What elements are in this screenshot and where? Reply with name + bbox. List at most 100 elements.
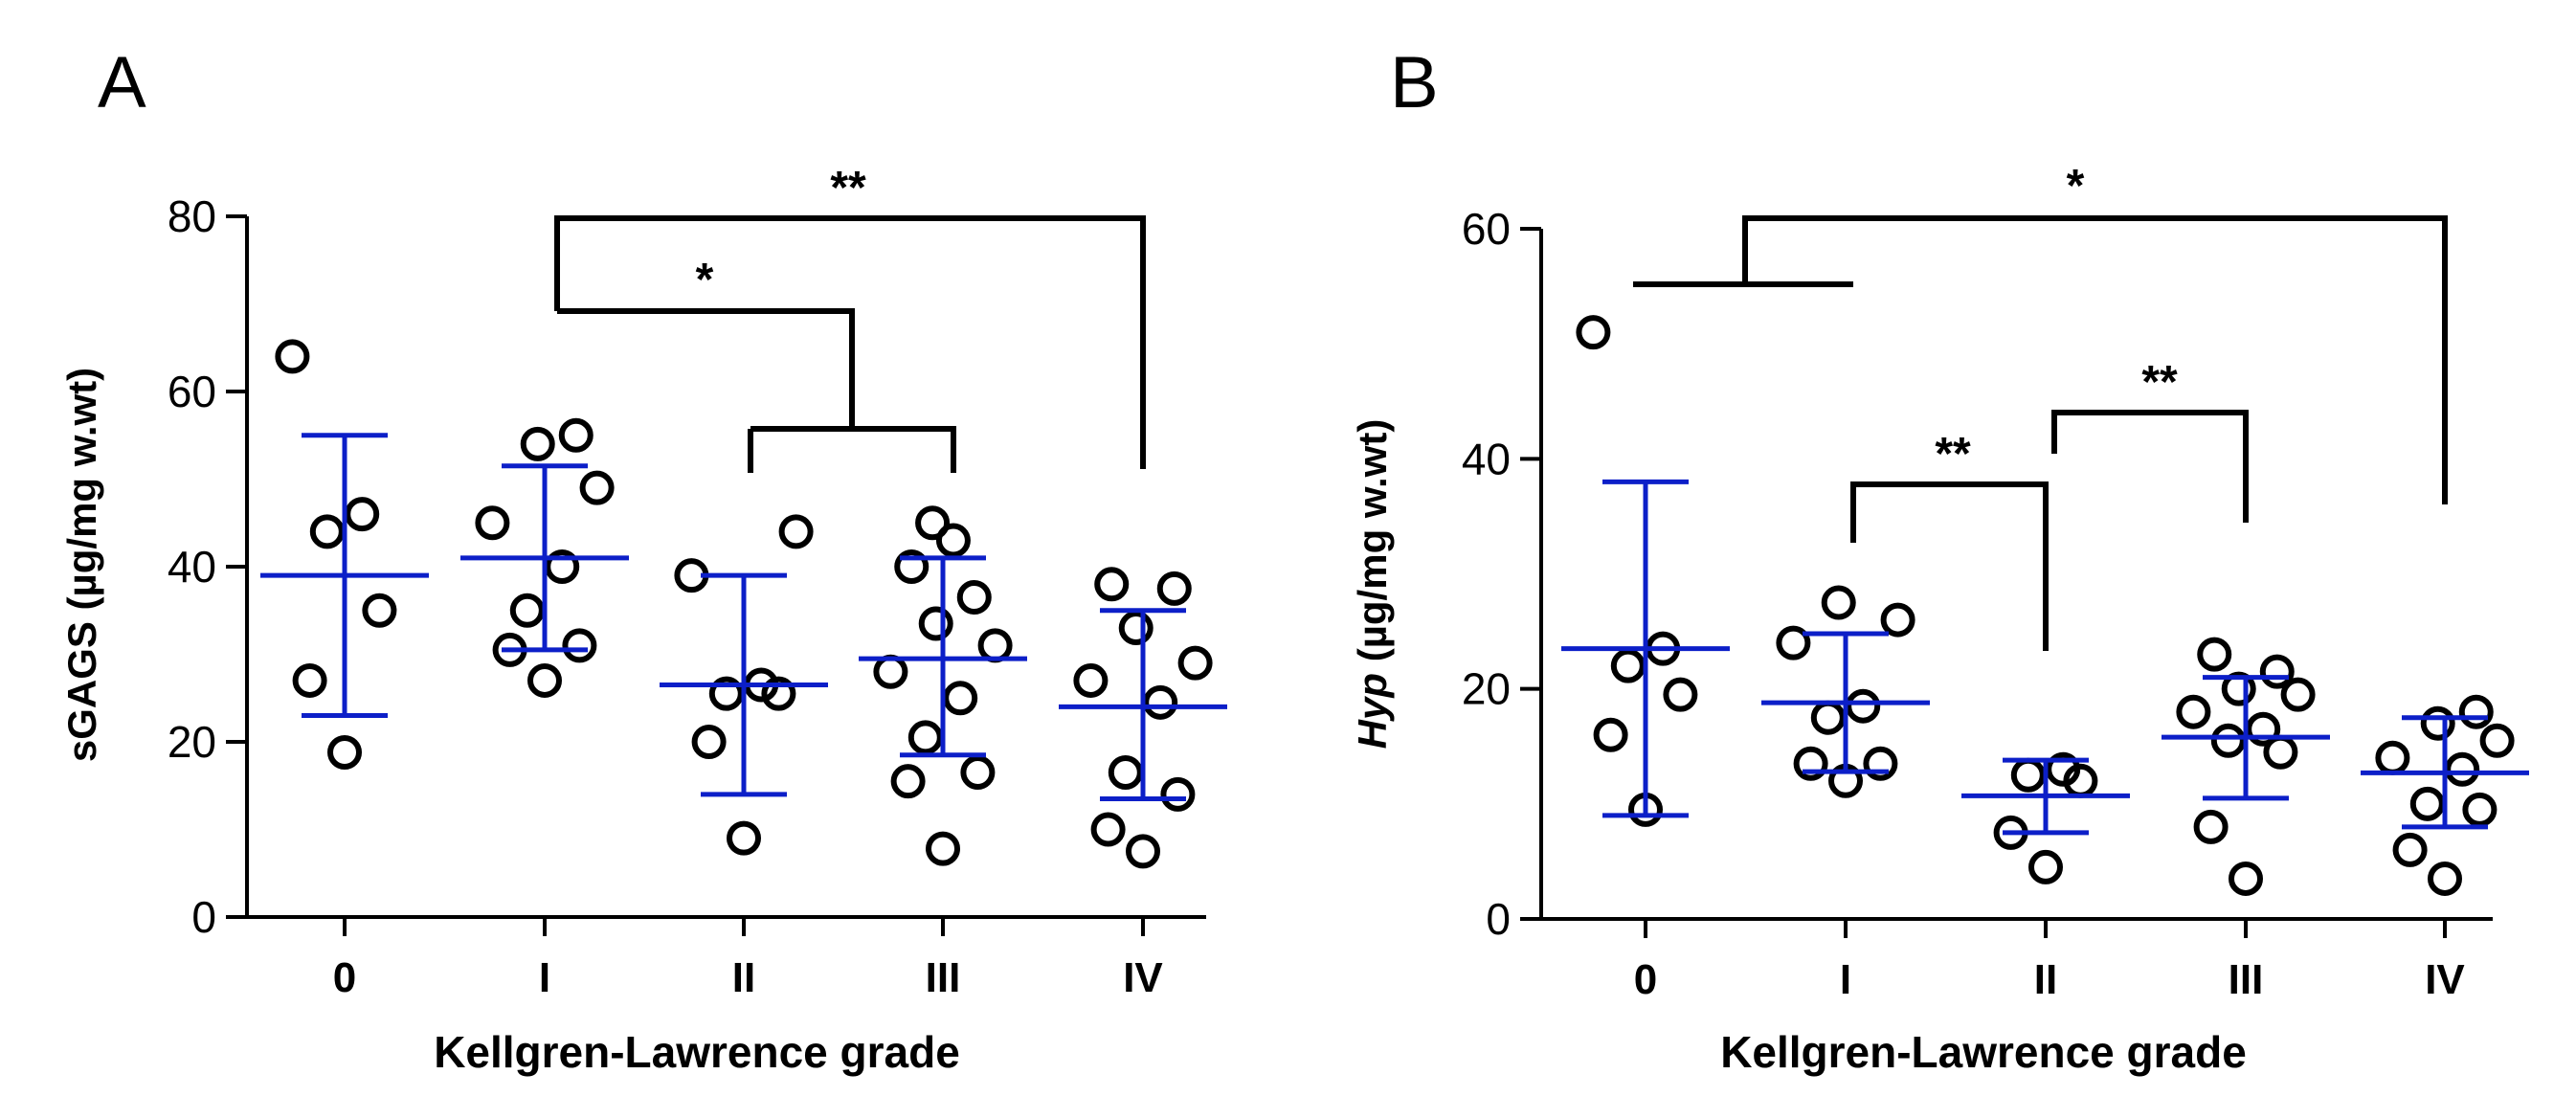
data-point	[527, 662, 562, 698]
y-tick-label: 80	[168, 191, 216, 241]
data-point	[579, 470, 615, 505]
data-point	[977, 628, 1013, 663]
data-point	[2445, 751, 2480, 787]
data-point	[1663, 677, 1698, 712]
data-point	[2210, 723, 2246, 758]
data-point	[1160, 776, 1196, 812]
data-point	[915, 505, 951, 541]
y-axis-label-a-part-0: sGAGS	[59, 621, 104, 762]
data-point	[1118, 611, 1154, 646]
bracket-label-2: *	[696, 255, 714, 305]
y-axis-label-b: Hyp (µg/mg w.wt)	[1350, 419, 1395, 750]
data-point	[2193, 809, 2229, 844]
data-point	[894, 549, 930, 584]
data-point	[327, 734, 362, 770]
data-point	[1177, 645, 1213, 681]
data-point	[362, 593, 397, 628]
data-point	[956, 580, 992, 615]
y-tick-label: 60	[1462, 204, 1511, 254]
bracket-label-1: **	[830, 163, 866, 213]
data-point	[2409, 786, 2445, 821]
x-tick-label: I	[1840, 956, 1851, 1003]
y-tick-label: 0	[191, 892, 216, 942]
panel-letter-a: A	[98, 42, 146, 123]
data-point	[1593, 717, 1628, 752]
y-axis-label-a-part-1: (µg/mg w.wt)	[59, 368, 104, 621]
data-point	[943, 681, 978, 716]
data-point	[275, 339, 310, 374]
x-axis-label-a: Kellgren-Lawrence grade	[434, 1027, 960, 1077]
data-point	[1880, 602, 1915, 638]
data-point	[2420, 705, 2455, 741]
y-axis-label-b-part-0: Hyp	[1350, 673, 1395, 749]
data-point	[778, 514, 814, 549]
data-point	[2479, 723, 2515, 758]
data-point	[558, 417, 594, 453]
data-point	[545, 549, 580, 584]
data-point	[2259, 654, 2295, 689]
x-tick-label: 0	[333, 954, 356, 1001]
x-tick-label: II	[2034, 956, 2057, 1003]
data-point	[2428, 861, 2462, 896]
data-point	[1610, 648, 1646, 683]
data-point	[727, 820, 761, 856]
data-point	[2229, 861, 2263, 896]
data-point	[2458, 694, 2494, 729]
data-point	[475, 505, 510, 541]
y-axis-label-a: sGAGS (µg/mg w.wt)	[59, 368, 104, 762]
data-point	[918, 606, 953, 641]
data-point	[2046, 751, 2081, 787]
data-point	[562, 628, 597, 663]
y-tick-label: 40	[1462, 434, 1511, 483]
data-point	[1776, 625, 1811, 660]
bracket-i-vs-iv	[554, 215, 1146, 469]
x-tick-label: II	[732, 954, 755, 1001]
bracket-label-4: **	[1935, 429, 1971, 480]
x-tick-label: I	[539, 954, 550, 1001]
data-point	[873, 654, 908, 689]
data-point	[2010, 757, 2046, 793]
y-tick-label: 0	[1486, 894, 1511, 944]
data-point	[1094, 567, 1130, 602]
data-point	[1090, 812, 1126, 847]
data-point	[1810, 700, 1846, 735]
data-point	[309, 514, 345, 549]
data-point	[2392, 832, 2428, 867]
data-point	[2221, 671, 2256, 706]
data-point	[1143, 684, 1178, 720]
data-point	[509, 593, 545, 628]
data-point	[907, 720, 943, 755]
bracket-ii-vs-iii	[2051, 410, 2249, 523]
data-point	[2197, 637, 2232, 672]
x-tick-label: IV	[1123, 954, 1163, 1001]
data-point	[2280, 677, 2316, 712]
data-point	[890, 764, 926, 799]
bracket-label-3: *	[2067, 161, 2085, 212]
bracket-0i-vs-iv	[1742, 215, 2448, 504]
x-tick-label: IV	[2425, 956, 2465, 1003]
data-point	[292, 662, 327, 698]
x-axis-label-b: Kellgren-Lawrence grade	[1720, 1027, 2247, 1077]
data-point	[1073, 662, 1109, 698]
bracket-i-vs-ii	[1850, 481, 2049, 651]
data-point	[1576, 315, 1611, 350]
data-point	[708, 676, 744, 711]
data-point	[2028, 849, 2063, 884]
data-point	[761, 676, 796, 711]
y-tick-label: 60	[168, 367, 216, 416]
data-point	[2246, 711, 2281, 747]
y-tick-label: 20	[1462, 664, 1511, 714]
data-point	[2462, 792, 2498, 827]
bracket-label-5: **	[2141, 357, 2178, 408]
data-point	[1821, 585, 1856, 620]
bracket-i-vs-ii-iii	[554, 271, 855, 429]
data-point	[2176, 694, 2211, 729]
x-tick-label: III	[2229, 956, 2264, 1003]
data-point	[1846, 688, 1881, 724]
x-tick-label: III	[926, 954, 961, 1001]
bracket-ii-iii	[748, 426, 956, 473]
data-point	[345, 497, 380, 532]
